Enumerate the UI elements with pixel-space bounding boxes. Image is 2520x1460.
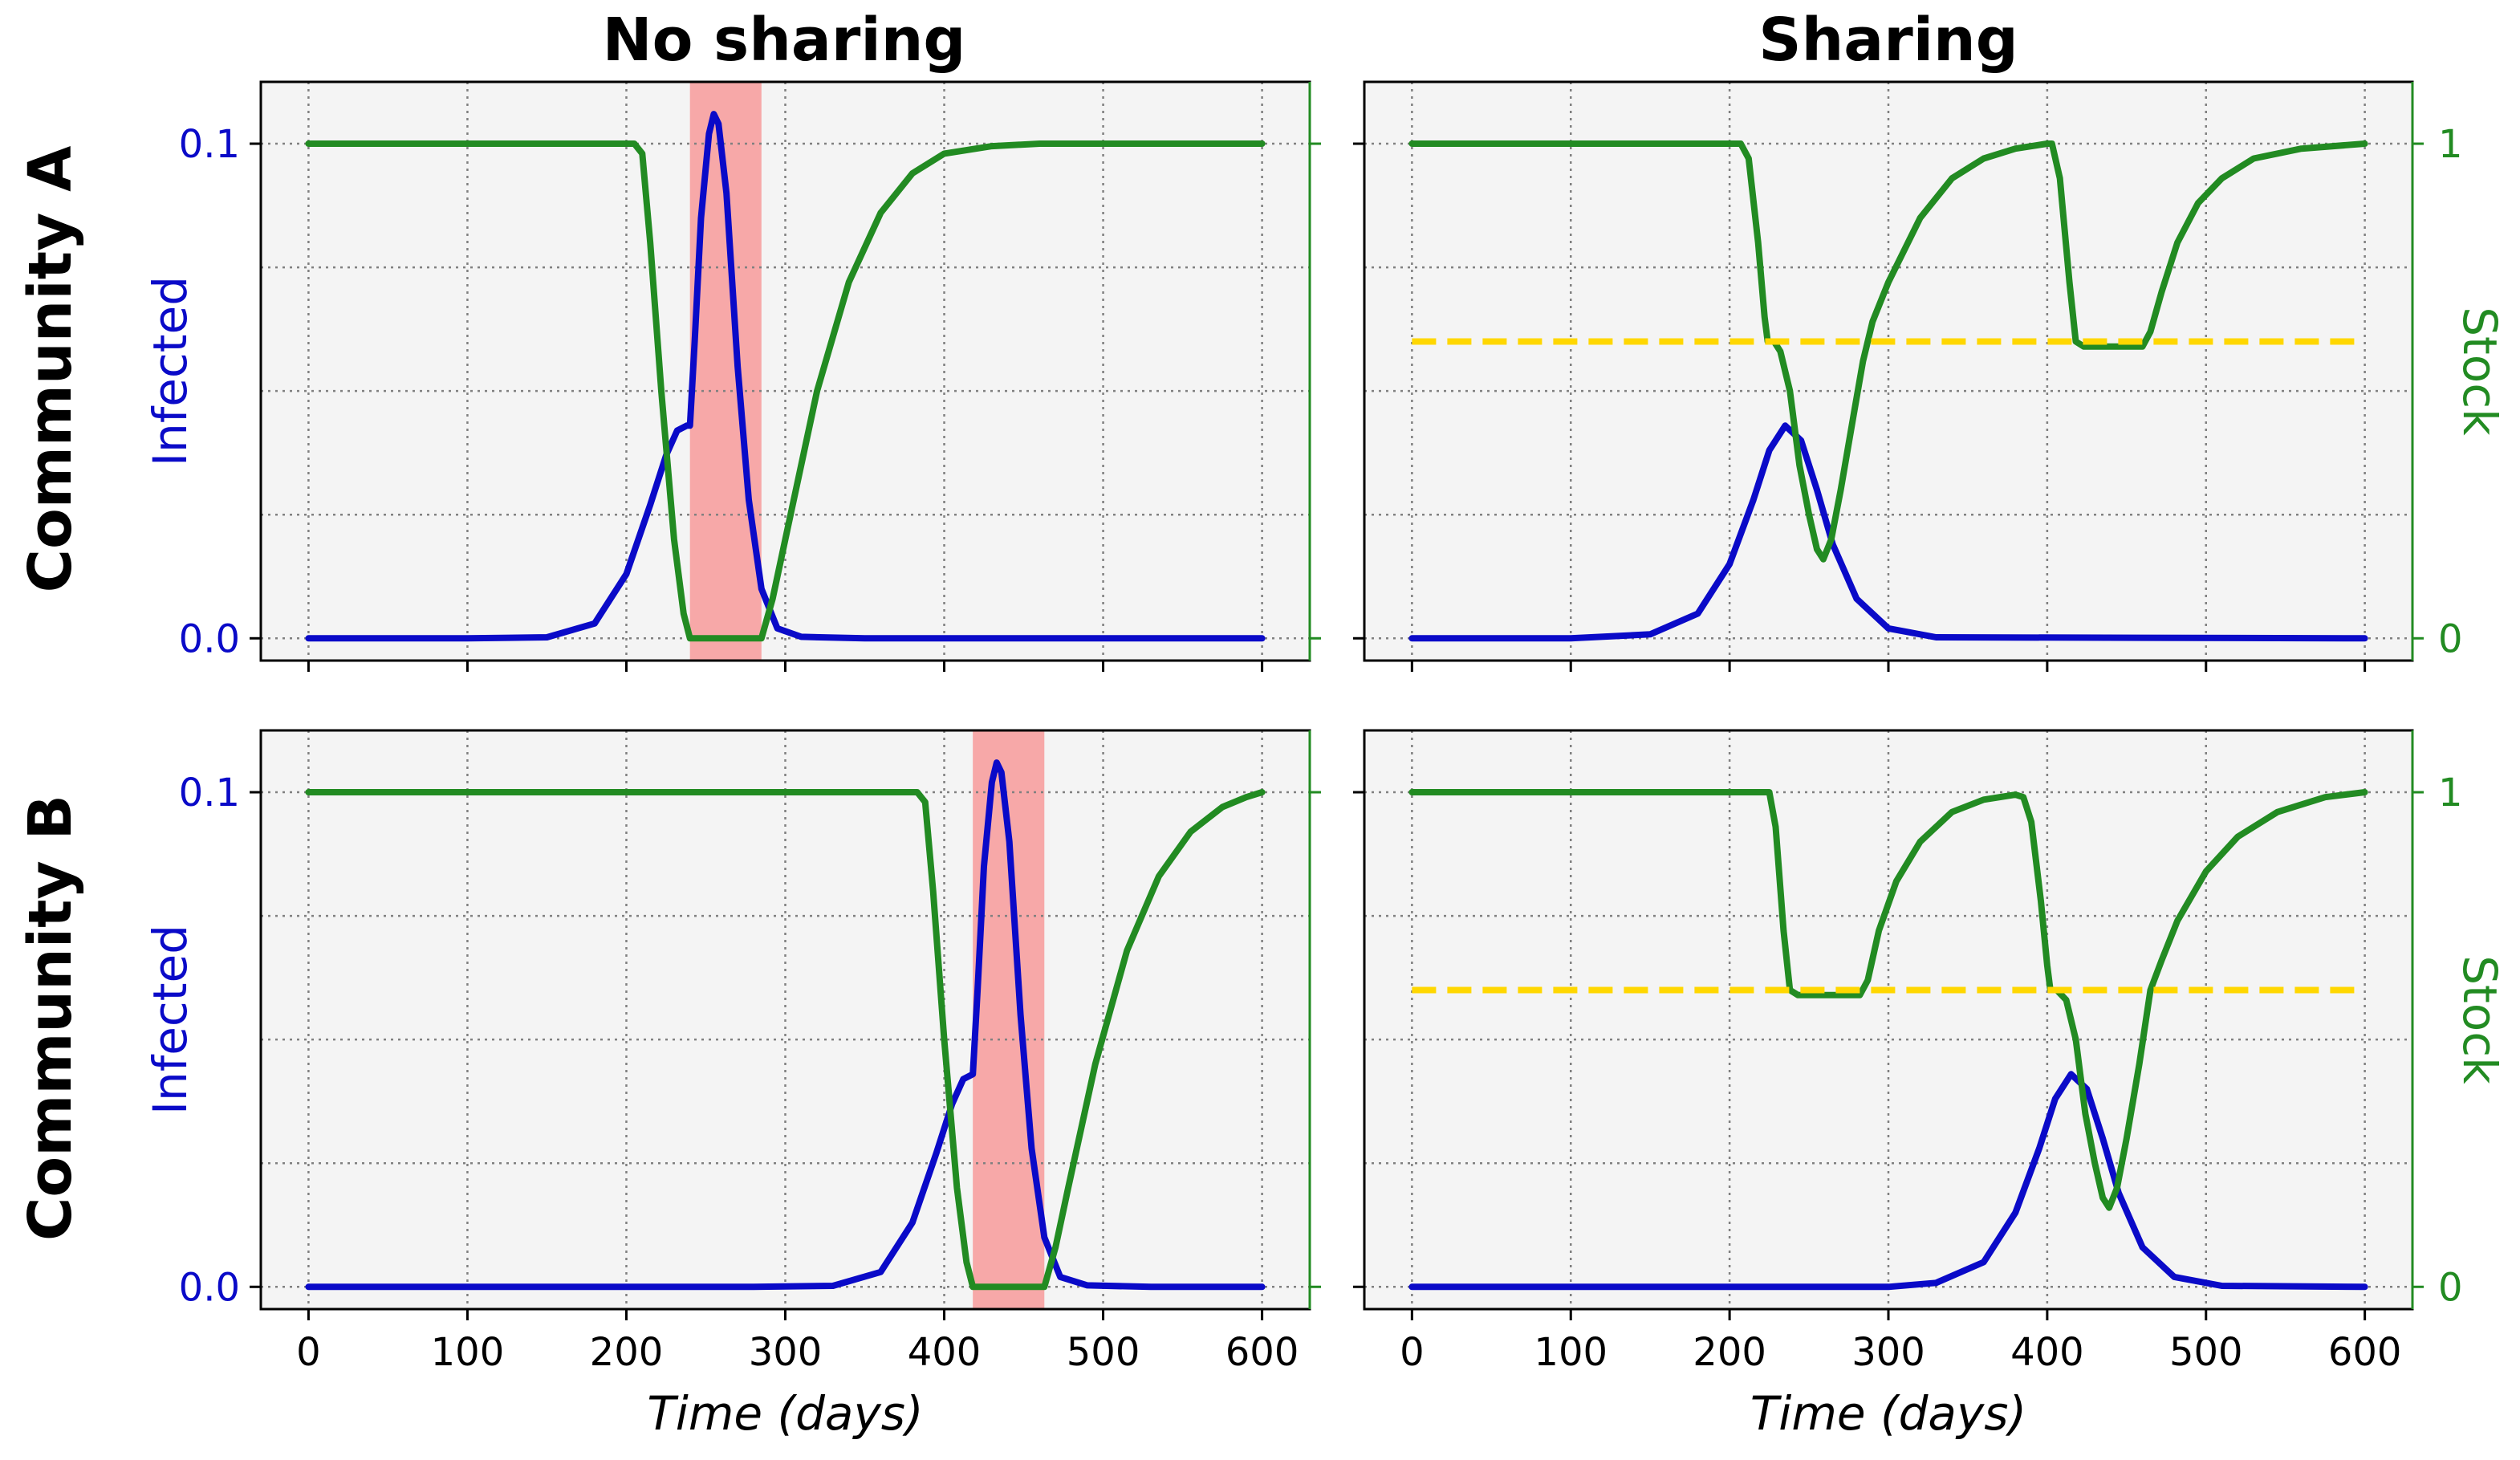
- ylabel-stock: Stock: [2453, 307, 2507, 436]
- infected-line: [1408, 1071, 2368, 1291]
- x-tick-label: 100: [431, 1330, 505, 1375]
- x-tick-label: 100: [1534, 1330, 1608, 1375]
- stock-line: [305, 140, 1266, 642]
- x-tick-label: 600: [2328, 1330, 2402, 1375]
- ylabel-infected: Infected: [143, 276, 197, 466]
- xlabel-time: Time (days): [647, 1386, 923, 1441]
- x-tick-label: 400: [908, 1330, 982, 1375]
- x-tick-label: 300: [1851, 1330, 1925, 1375]
- x-tick-label: 300: [749, 1330, 823, 1375]
- y-tick-label-right: 0: [2438, 1265, 2463, 1310]
- row-title-community-a: Community A: [16, 146, 85, 593]
- y-tick-label-right: 1: [2438, 122, 2463, 167]
- infected-line: [305, 111, 1266, 642]
- xlabel-time: Time (days): [1750, 1386, 2026, 1441]
- panel-1: 0.0 0.1 Infected: [143, 80, 1321, 672]
- panel-4: 0 100 200 300 400 500 600 0 1 Stock Time (days): [1353, 729, 2507, 1441]
- column-title-sharing: Sharing: [1758, 6, 2018, 75]
- y-tick-label-left: 0.0: [179, 616, 240, 661]
- x-tick-label: 600: [1225, 1330, 1299, 1375]
- panel-3: 0 100 200 300 400 500 600 0.0 0.1 Infected Time (d…: [143, 729, 1321, 1441]
- x-tick-label: 200: [1693, 1330, 1766, 1375]
- panel-2: 0 1 Stock: [1353, 80, 2507, 672]
- x-tick-label: 500: [2169, 1330, 2243, 1375]
- column-title-no-sharing: No sharing: [603, 6, 966, 75]
- y-tick-label-left: 0.1: [179, 771, 240, 815]
- x-tick-label: 500: [1067, 1330, 1140, 1375]
- x-tick-label: 400: [2010, 1330, 2084, 1375]
- ylabel-stock: Stock: [2453, 955, 2507, 1084]
- row-title-community-b: Community B: [16, 795, 85, 1241]
- x-tick-label: 0: [296, 1330, 321, 1375]
- x-tick-label: 0: [1400, 1330, 1425, 1375]
- y-tick-label-left: 0.0: [179, 1265, 240, 1310]
- x-tick-label: 200: [590, 1330, 664, 1375]
- stock-line: [305, 789, 1266, 1291]
- y-tick-label-right: 1: [2438, 771, 2463, 815]
- ylabel-infected: Infected: [143, 925, 197, 1115]
- infected-line: [1408, 422, 2368, 642]
- y-tick-label-left: 0.1: [179, 122, 240, 167]
- y-tick-label-right: 0: [2438, 616, 2463, 661]
